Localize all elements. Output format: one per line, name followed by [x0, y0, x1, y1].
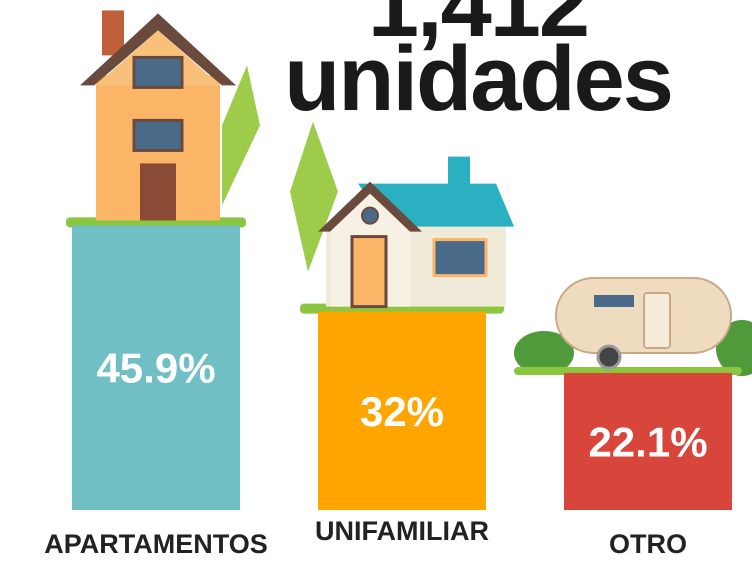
- category-label: APARTAMENTOS: [44, 529, 268, 559]
- category-label: UNIFAMILIAR: [315, 516, 489, 546]
- chart-title: 1,412: [368, 0, 588, 56]
- apartment-illustration: [66, 10, 260, 228]
- wheel: [596, 344, 622, 370]
- door: [350, 235, 388, 309]
- door: [140, 163, 176, 221]
- window: [132, 118, 184, 152]
- bar: [318, 311, 486, 510]
- chart-title: unidades: [284, 28, 672, 130]
- round-window: [361, 206, 379, 225]
- tree: [222, 65, 260, 206]
- trailer-door: [643, 291, 671, 349]
- value-label: 22.1%: [588, 418, 707, 465]
- roof: [80, 13, 236, 86]
- bar: [564, 372, 732, 510]
- category-label: OTRO: [609, 529, 687, 559]
- chimney: [448, 156, 470, 187]
- tree: [290, 121, 338, 272]
- chimney: [102, 10, 124, 56]
- trailer-window: [594, 294, 634, 307]
- house-illustration: [290, 121, 514, 314]
- value-label: 32%: [360, 388, 444, 435]
- trailer-illustration: [514, 276, 752, 376]
- window: [432, 238, 488, 278]
- bar: [72, 225, 240, 511]
- window: [132, 55, 184, 89]
- bush: [514, 330, 574, 375]
- value-label: 45.9%: [96, 345, 215, 392]
